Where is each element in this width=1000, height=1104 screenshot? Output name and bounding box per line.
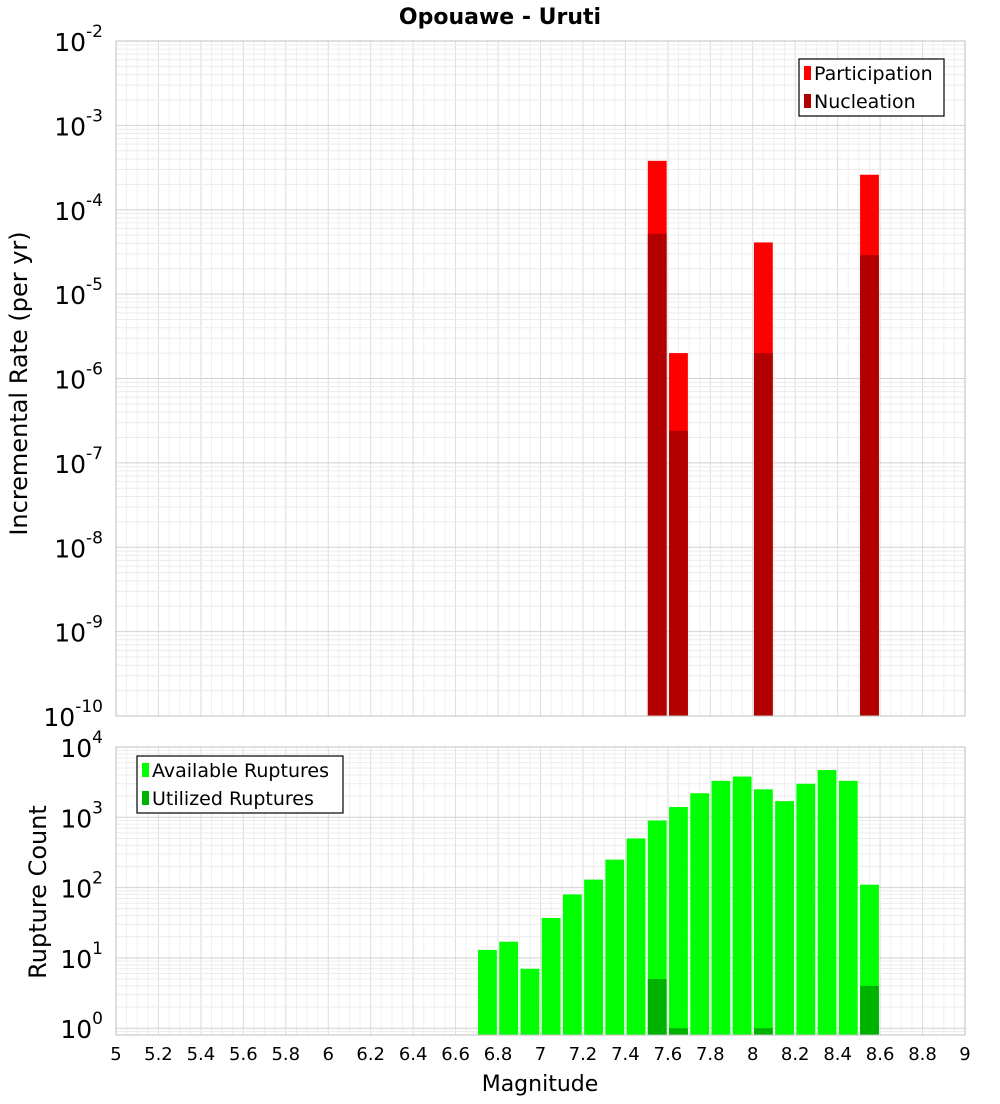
legend-swatch <box>804 66 811 80</box>
plot-frame <box>115 40 966 717</box>
x-tick-label: 6.4 <box>399 1044 428 1065</box>
bar-available-ruptures <box>562 894 582 1035</box>
legend-label: Nucleation <box>814 91 916 113</box>
bar-nucleation <box>753 353 773 716</box>
y-tick-label: 104 <box>60 728 103 763</box>
x-tick-label: 5.8 <box>271 1044 300 1065</box>
y-tick-label: 10-9 <box>54 613 103 648</box>
x-tick-label: 7.8 <box>696 1044 725 1065</box>
x-tick-label: 7 <box>535 1044 546 1065</box>
x-tick-label: 5.4 <box>187 1044 216 1065</box>
legend: Participation Nucleation <box>798 58 945 117</box>
bar-available-ruptures <box>690 793 710 1035</box>
bar-available-ruptures <box>605 859 625 1035</box>
legend-box <box>136 755 344 814</box>
bar-available-ruptures <box>796 783 816 1035</box>
bar-available-ruptures <box>775 801 794 1035</box>
y-tick-label: 10-7 <box>54 444 103 479</box>
bar-available-ruptures <box>499 941 519 1035</box>
x-tick-label: 7.2 <box>569 1044 598 1065</box>
x-tick-label: 6.8 <box>484 1044 513 1065</box>
y-tick-label: 10-10 <box>43 697 103 732</box>
bar-available-ruptures <box>838 780 858 1035</box>
x-tick-label: 8.8 <box>908 1044 937 1065</box>
bar-available-ruptures <box>711 780 731 1035</box>
bar-utilized-ruptures <box>669 1028 688 1035</box>
x-tick-label: 7.4 <box>611 1044 640 1065</box>
chart-title: Opouawe - Uruti <box>399 5 601 30</box>
y-tick-label: 10-6 <box>54 360 103 395</box>
bar-available-ruptures <box>626 838 646 1035</box>
x-tick-label: 7.6 <box>654 1044 683 1065</box>
y-axis-label: Incremental Rate (per yr) <box>5 231 33 535</box>
y-tick-label: 103 <box>60 798 103 833</box>
bar-available-ruptures <box>478 949 497 1035</box>
y-tick-label: 10-3 <box>54 106 103 141</box>
legend: Available Ruptures Utilized Ruptures <box>136 755 344 814</box>
bar-utilized-ruptures <box>647 979 667 1035</box>
bar-available-ruptures <box>817 770 837 1035</box>
bar-utilized-ruptures <box>860 985 879 1035</box>
legend-box <box>798 58 945 117</box>
x-tick-label: 5.2 <box>144 1044 173 1065</box>
legend-swatch <box>142 791 149 805</box>
plot-frame <box>115 746 966 1036</box>
x-axis-label: Magnitude <box>482 1072 599 1097</box>
x-tick-label: 6.2 <box>356 1044 385 1065</box>
y-tick-label: 10-4 <box>54 191 103 226</box>
x-tick-label: 8.2 <box>781 1044 810 1065</box>
bar-available-ruptures <box>732 776 752 1035</box>
bar-nucleation <box>860 255 879 716</box>
plot-panel-1: 10-10 10-9 10-8 10-7 10-6 10-5 10-4 10-3 10-2 <box>43 22 966 732</box>
legend-swatch <box>142 763 149 777</box>
x-tick-label: 6.6 <box>441 1044 470 1065</box>
x-tick-label: 5 <box>110 1044 121 1065</box>
y-tick-label: 10-8 <box>54 528 103 563</box>
x-tick-label: 8.4 <box>823 1044 852 1065</box>
legend-swatch <box>804 94 811 108</box>
y-tick-label: 10-2 <box>54 22 103 57</box>
x-tick-label: 5.6 <box>229 1044 258 1065</box>
y-tick-label: 101 <box>60 939 103 974</box>
bar-nucleation <box>647 233 667 716</box>
x-tick-label: 9 <box>959 1044 970 1065</box>
y-tick-label: 100 <box>60 1009 103 1044</box>
bar-utilized-ruptures <box>753 1028 773 1035</box>
bar-available-ruptures <box>520 968 540 1035</box>
legend-label: Participation <box>814 63 933 85</box>
y-tick-label: 10-5 <box>54 275 103 310</box>
x-tick-label: 6 <box>323 1044 334 1065</box>
x-tick-label: 8 <box>747 1044 758 1065</box>
bar-available-ruptures <box>541 917 561 1035</box>
x-tick-label: 8.6 <box>866 1044 895 1065</box>
bar-nucleation <box>669 430 688 716</box>
y-tick-label: 102 <box>60 869 103 904</box>
bar-available-ruptures <box>584 879 603 1035</box>
bar-available-ruptures <box>669 807 688 1035</box>
y-axis-label: Rupture Count <box>24 805 52 979</box>
legend-label: Utilized Ruptures <box>152 788 314 810</box>
bar-available-ruptures <box>753 789 773 1035</box>
legend-label: Available Ruptures <box>152 760 329 782</box>
